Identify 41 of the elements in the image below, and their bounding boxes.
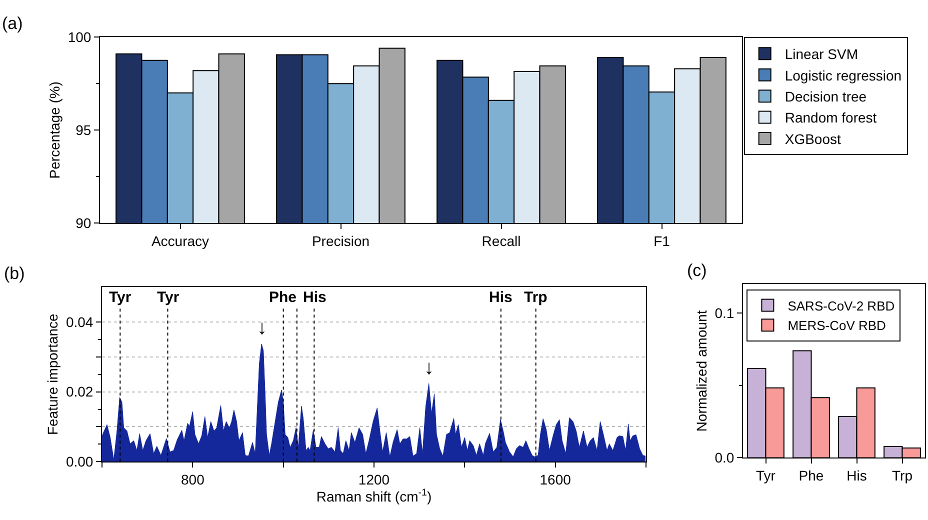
- ref-line-label: Trp: [524, 289, 548, 306]
- x-tick-label: His: [846, 468, 867, 484]
- x-axis-title: Raman shift (cm$^{-1}$): [316, 487, 432, 504]
- ref-line-label: His: [489, 289, 512, 306]
- legend-label: Random forest: [784, 110, 877, 126]
- x-tick-label: 800: [180, 471, 205, 488]
- ref-line-label: His: [303, 289, 326, 306]
- annotation: ↓: [257, 317, 267, 339]
- y-tick-label: 0.1: [714, 305, 734, 322]
- y-axis-title: Normalized amount: [693, 310, 710, 432]
- y-tick-label: 100: [68, 28, 92, 45]
- y-tick-label: 90: [76, 215, 92, 232]
- legend-label: Logistic regression: [784, 67, 902, 84]
- x-tick-label: F1: [654, 232, 670, 249]
- legend-label: SARS-CoV-2 RBD: [788, 298, 895, 314]
- y-axis-title: Percentage (%): [46, 81, 62, 179]
- annotation: ↓: [424, 357, 434, 379]
- legend-label: MERS-CoV RBD: [788, 318, 886, 334]
- y-tick-label: 0.04: [66, 314, 94, 330]
- ref-line-label: Tyr: [157, 289, 180, 306]
- y-axis-title: Feature importance: [44, 313, 61, 436]
- x-tick-label: Trp: [892, 468, 913, 484]
- x-tick-label: Precision: [312, 232, 370, 249]
- legend-label: Linear SVM: [784, 46, 858, 62]
- y-tick-label: 0.00: [66, 454, 94, 470]
- chart-title: (a): [2, 14, 23, 33]
- legend-label: Decision tree: [784, 88, 867, 105]
- x-tick-label: 1600: [540, 471, 572, 488]
- y-tick-label: 95: [76, 122, 92, 138]
- ref-line-label: Phe: [269, 289, 297, 306]
- x-tick-label: Phe: [798, 468, 824, 484]
- legend-label: XGBoost: [784, 130, 841, 147]
- x-tick-label: 1200: [358, 471, 390, 488]
- x-tick-label: Accuracy: [151, 232, 210, 249]
- x-tick-label: Recall: [482, 232, 521, 249]
- y-tick-label: 0.0: [714, 450, 734, 466]
- y-tick-label: 0.02: [66, 384, 94, 400]
- x-tick-label: Tyr: [756, 468, 776, 484]
- chart-title: (c): [687, 261, 707, 280]
- chart-title: (b): [4, 264, 25, 283]
- ref-line-label: Tyr: [109, 289, 132, 306]
